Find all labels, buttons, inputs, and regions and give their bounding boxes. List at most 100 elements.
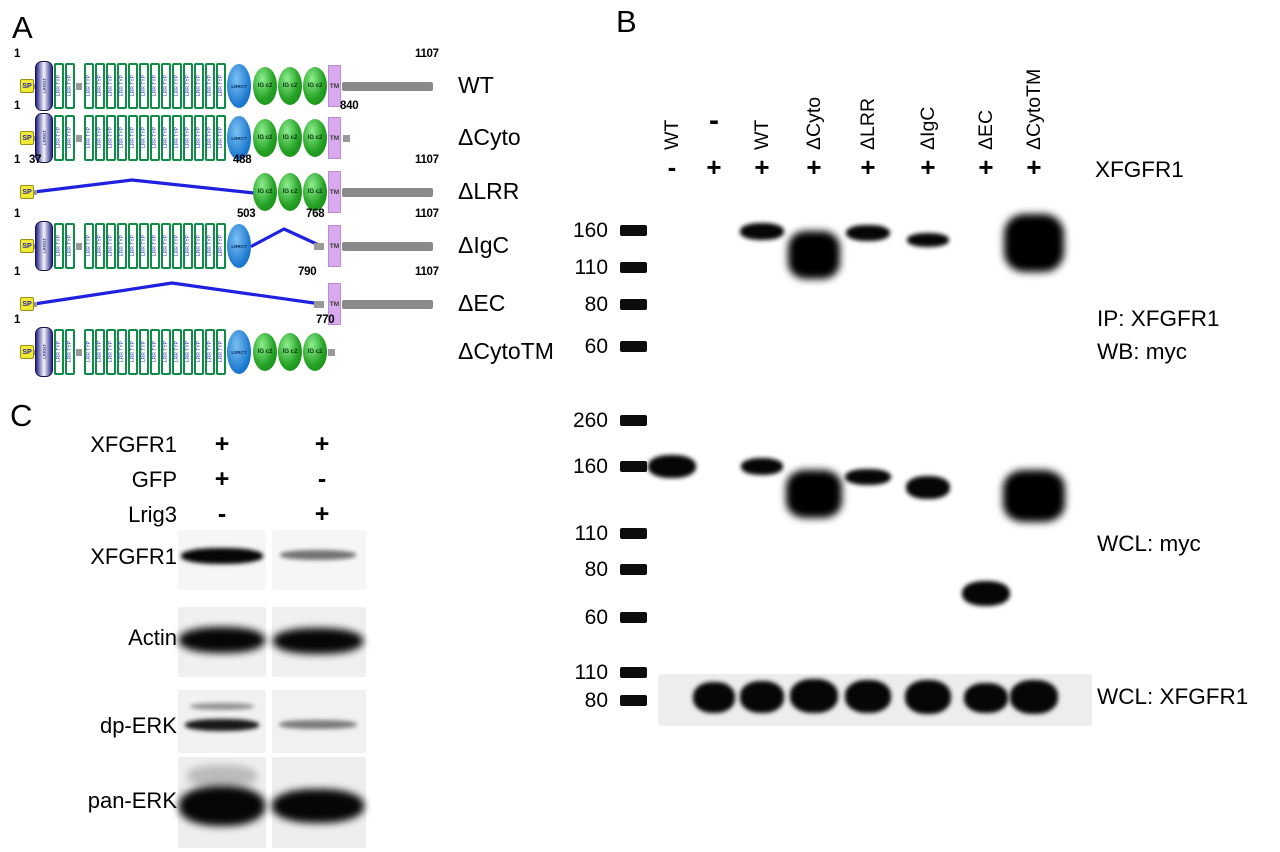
lane-label: ΔLRR — [857, 97, 879, 150]
lrr-repeat: LRR TYP — [216, 115, 226, 161]
lrr-repeat: LRR TYP — [150, 115, 160, 161]
condition-value: - — [317, 465, 327, 493]
lrr-repeat: LRR TYP — [194, 223, 204, 269]
lrr-repeat-label: LRR TYP — [108, 235, 114, 257]
cytoplasmic-tail — [342, 82, 433, 91]
marker-dash — [620, 564, 647, 575]
residue-number: 1107 — [415, 266, 439, 278]
domain-tm: TM — [328, 117, 341, 159]
western-band — [964, 683, 1008, 713]
residue-number: 1107 — [415, 48, 439, 60]
lrr-repeat: LRR TYP — [128, 223, 138, 269]
residue-number: 488 — [233, 154, 252, 166]
lrr-repeat-label: LRR TYP — [185, 235, 191, 257]
lrr-repeat-label: LRR TYP — [108, 127, 114, 149]
lane-label: WT — [661, 119, 683, 150]
xfgfr1-plus-minus: + — [1026, 152, 1042, 182]
lrr-repeat: LRR TYP — [65, 63, 75, 109]
marker-label: 160 — [572, 219, 608, 242]
blot-label: pan-ERK — [87, 788, 177, 813]
lrr-repeat-label: LRR TYP — [141, 127, 147, 149]
marker-dash — [620, 341, 647, 352]
blot-label: dp-ERK — [99, 713, 177, 738]
residue-number: 1107 — [415, 208, 439, 220]
lrr-repeat-label: LRR TYP — [141, 341, 147, 363]
lrr-repeat-label: LRR TYP — [185, 127, 191, 149]
lrr-repeat-label: LRR TYP — [108, 341, 114, 363]
condition-label: GFP — [131, 467, 177, 492]
lrr-repeat-label: LRR TYP — [130, 341, 136, 363]
lrr-repeat-label: LRR TYP — [119, 75, 125, 97]
lrr-repeat-label: LRR TYP — [119, 235, 125, 257]
condition-value: - — [217, 500, 227, 528]
lrr-repeat-label: LRR TYP — [67, 235, 73, 257]
lrr-repeat-label: LRR TYP — [218, 341, 224, 363]
western-band — [190, 702, 254, 710]
residue-number: 1107 — [415, 154, 439, 166]
lrr-repeat: LRR TYP — [183, 115, 193, 161]
marker-dash — [620, 299, 647, 310]
lrr-repeat-label: LRR TYP — [196, 127, 202, 149]
lrr-repeat: LRR TYP — [117, 115, 127, 161]
lrr-repeat-label: LRR TYP — [207, 75, 213, 97]
lrr-repeat-label: LRR TYP — [67, 75, 73, 97]
marker-label: 160 — [572, 455, 608, 478]
lrr-repeat-label: LRR TYP — [163, 127, 169, 149]
domain-tm: TM — [328, 171, 341, 213]
lrr-repeat-label: LRR TYP — [97, 75, 103, 97]
western-band — [1010, 680, 1058, 714]
lrr-repeat: LRR TYP — [128, 63, 138, 109]
lrr-repeat: LRR TYP — [95, 115, 105, 161]
lrr-repeat-label: LRR TYP — [130, 235, 136, 257]
lrr-repeat: LRR TYP — [194, 63, 204, 109]
condition-value: + — [314, 500, 330, 528]
lrr-repeat: LRR TYP — [205, 63, 215, 109]
lrr-repeat-label: LRR TYP — [152, 127, 158, 149]
marker-label: 110 — [574, 661, 608, 684]
lrr-repeat: LRR TYP — [117, 63, 127, 109]
western-band — [179, 627, 265, 653]
western-band — [788, 231, 840, 279]
lrr-repeat-label: LRR TYP — [152, 75, 158, 97]
marker-label: 60 — [584, 606, 608, 629]
residue-number: 768 — [306, 208, 325, 220]
lrr-repeat-label: LRR TYP — [97, 127, 103, 149]
western-band — [273, 628, 363, 654]
lrr-repeat: LRR TYP — [54, 223, 64, 269]
western-band — [280, 550, 356, 560]
domain-igc2: IG c2 — [303, 333, 327, 371]
cytoplasmic-tail — [342, 300, 433, 309]
lrr-repeat: LRR TYP — [150, 63, 160, 109]
lrr-repeat: LRR TYP — [172, 329, 182, 375]
western-band — [740, 681, 784, 713]
western-band — [741, 457, 783, 475]
lrr-repeat-label: LRR TYP — [218, 75, 224, 97]
blot-label: XFGFR1 — [90, 544, 177, 569]
lrr-repeat: LRR TYP — [216, 329, 226, 375]
domain-igc2: IG c2 — [278, 119, 302, 157]
backbone-connector — [314, 243, 324, 250]
lrr-repeat-label: LRR TYP — [97, 341, 103, 363]
lrr-repeat-label: LRR TYP — [174, 235, 180, 257]
domain-lrrnt: LRRNT — [35, 327, 53, 377]
construct-name: ΔEC — [458, 290, 506, 316]
backbone-connector — [314, 301, 324, 308]
panel-c-label: C — [10, 398, 33, 433]
lrr-repeat: LRR TYP — [128, 329, 138, 375]
blot-annotation: WCL: XFGFR1 — [1097, 684, 1249, 709]
lrr-repeat-label: LRR TYP — [218, 235, 224, 257]
lrr-repeat-label: LRR TYP — [56, 127, 62, 149]
western-band — [846, 225, 890, 241]
xfgfr1-plus-minus: + — [754, 152, 770, 182]
lrr-repeat: LRR TYP — [183, 329, 193, 375]
domain-lrrnt-label: LRRNT — [41, 344, 47, 360]
lrr-repeat: LRR TYP — [150, 329, 160, 375]
domain-igc2: IG c2 — [303, 67, 327, 105]
xfgfr1-plus-minus: - — [667, 152, 677, 182]
residue-number: 37 — [29, 154, 42, 166]
domain-sp: SP — [20, 239, 34, 253]
domain-igc2: IG c2 — [278, 173, 302, 211]
backbone-connector — [76, 242, 82, 250]
domain-igc2: IG c2 — [303, 173, 327, 211]
lane-label: ΔEC — [975, 109, 997, 150]
